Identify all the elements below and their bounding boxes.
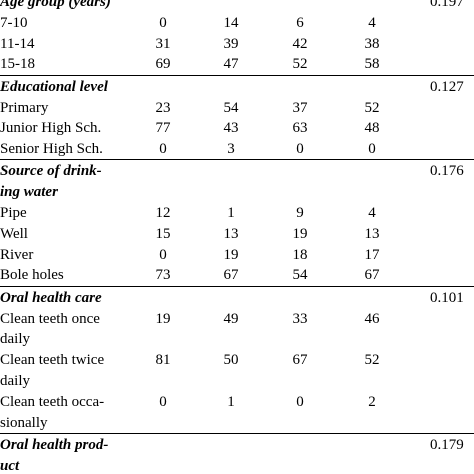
section-title: Source of drink- <box>0 163 102 180</box>
cell-value: 67 <box>292 352 308 369</box>
cell-value: 19 <box>223 246 239 263</box>
p-value: 0.176 <box>430 163 464 180</box>
cell-value: 0 <box>159 246 167 263</box>
cell-value: 1 <box>227 393 235 410</box>
row-label: Clean teeth occa- <box>0 393 105 410</box>
row-label: Junior High Sch. <box>0 120 102 137</box>
cell-value: 17 <box>364 246 380 263</box>
cell-value: 49 <box>223 310 239 327</box>
cell-value: 43 <box>223 120 239 137</box>
cell-value: 38 <box>364 35 380 52</box>
cell-value: 54 <box>223 99 239 116</box>
cell-value: 37 <box>292 99 308 116</box>
section-title: ing water <box>0 184 58 201</box>
row-label: daily <box>0 372 30 389</box>
cell-value: 31 <box>155 35 171 52</box>
cell-value: 0 <box>296 393 304 410</box>
cell-value: 0 <box>368 141 376 158</box>
cell-value: 18 <box>292 246 308 263</box>
cell-value: 48 <box>364 120 380 137</box>
section-rule <box>0 432 474 434</box>
cell-value: 67 <box>364 267 380 284</box>
cell-value: 52 <box>364 99 380 116</box>
row-label: 11-14 <box>0 35 35 52</box>
row-label: Senior High Sch. <box>0 141 103 158</box>
section-title: Age group (years) <box>0 0 111 10</box>
section-title: Educational level <box>0 78 108 95</box>
row-label: River <box>0 246 34 263</box>
row-label: daily <box>0 331 30 348</box>
cell-value: 67 <box>223 267 239 284</box>
section-title: Oral health care <box>0 289 102 306</box>
section-rule <box>0 285 474 287</box>
row-label: Well <box>0 225 28 242</box>
row-label: Clean teeth twice <box>0 352 105 369</box>
cell-value: 3 <box>227 141 235 158</box>
cell-value: 1 <box>227 205 235 221</box>
cell-value: 39 <box>223 35 239 52</box>
row-label: Clean teeth once <box>0 310 100 327</box>
cell-value: 33 <box>292 310 308 327</box>
cell-value: 14 <box>223 14 239 31</box>
cell-value: 54 <box>292 267 308 284</box>
cell-value: 13 <box>364 225 380 242</box>
cell-value: 15 <box>155 225 171 242</box>
cell-value: 0 <box>296 141 304 158</box>
cell-value: 81 <box>155 352 171 369</box>
cell-value: 0 <box>159 141 167 158</box>
row-label: Pipe <box>0 205 27 221</box>
cell-value: 2 <box>368 393 376 410</box>
cell-value: 69 <box>155 56 171 73</box>
cell-value: 63 <box>292 120 308 137</box>
cell-value: 77 <box>155 120 171 137</box>
cell-value: 9 <box>296 205 304 221</box>
p-value: 0.179 <box>430 436 464 453</box>
cell-value: 0 <box>159 14 167 31</box>
cell-value: 6 <box>296 14 304 31</box>
row-label: 7-10 <box>0 14 28 31</box>
cell-value: 19 <box>292 225 308 242</box>
cell-value: 4 <box>368 205 376 221</box>
section-title: uct <box>0 457 20 474</box>
row-label: sionally <box>0 414 48 431</box>
p-value: 0.127 <box>430 78 464 95</box>
section-title: Oral health prod- <box>0 436 109 453</box>
cell-value: 19 <box>155 310 171 327</box>
cell-value: 23 <box>155 99 171 116</box>
cell-value: 58 <box>364 56 380 73</box>
section-rule <box>0 159 474 161</box>
row-label: Bole holes <box>0 267 64 284</box>
cell-value: 50 <box>223 352 239 369</box>
cell-value: 73 <box>155 267 171 284</box>
cell-value: 52 <box>364 352 380 369</box>
cell-value: 0 <box>159 393 167 410</box>
row-label: Primary <box>0 99 49 116</box>
row-label: 15-18 <box>0 56 35 73</box>
cell-value: 12 <box>155 205 171 221</box>
cell-value: 46 <box>364 310 380 327</box>
cell-value: 42 <box>292 35 308 52</box>
p-value: 0.101 <box>430 289 464 306</box>
cell-value: 4 <box>368 14 376 31</box>
cell-value: 13 <box>223 225 239 242</box>
cell-value: 52 <box>292 56 308 73</box>
cell-value: 47 <box>223 56 239 73</box>
section-rule <box>0 74 474 76</box>
p-value: 0.197 <box>430 0 464 10</box>
